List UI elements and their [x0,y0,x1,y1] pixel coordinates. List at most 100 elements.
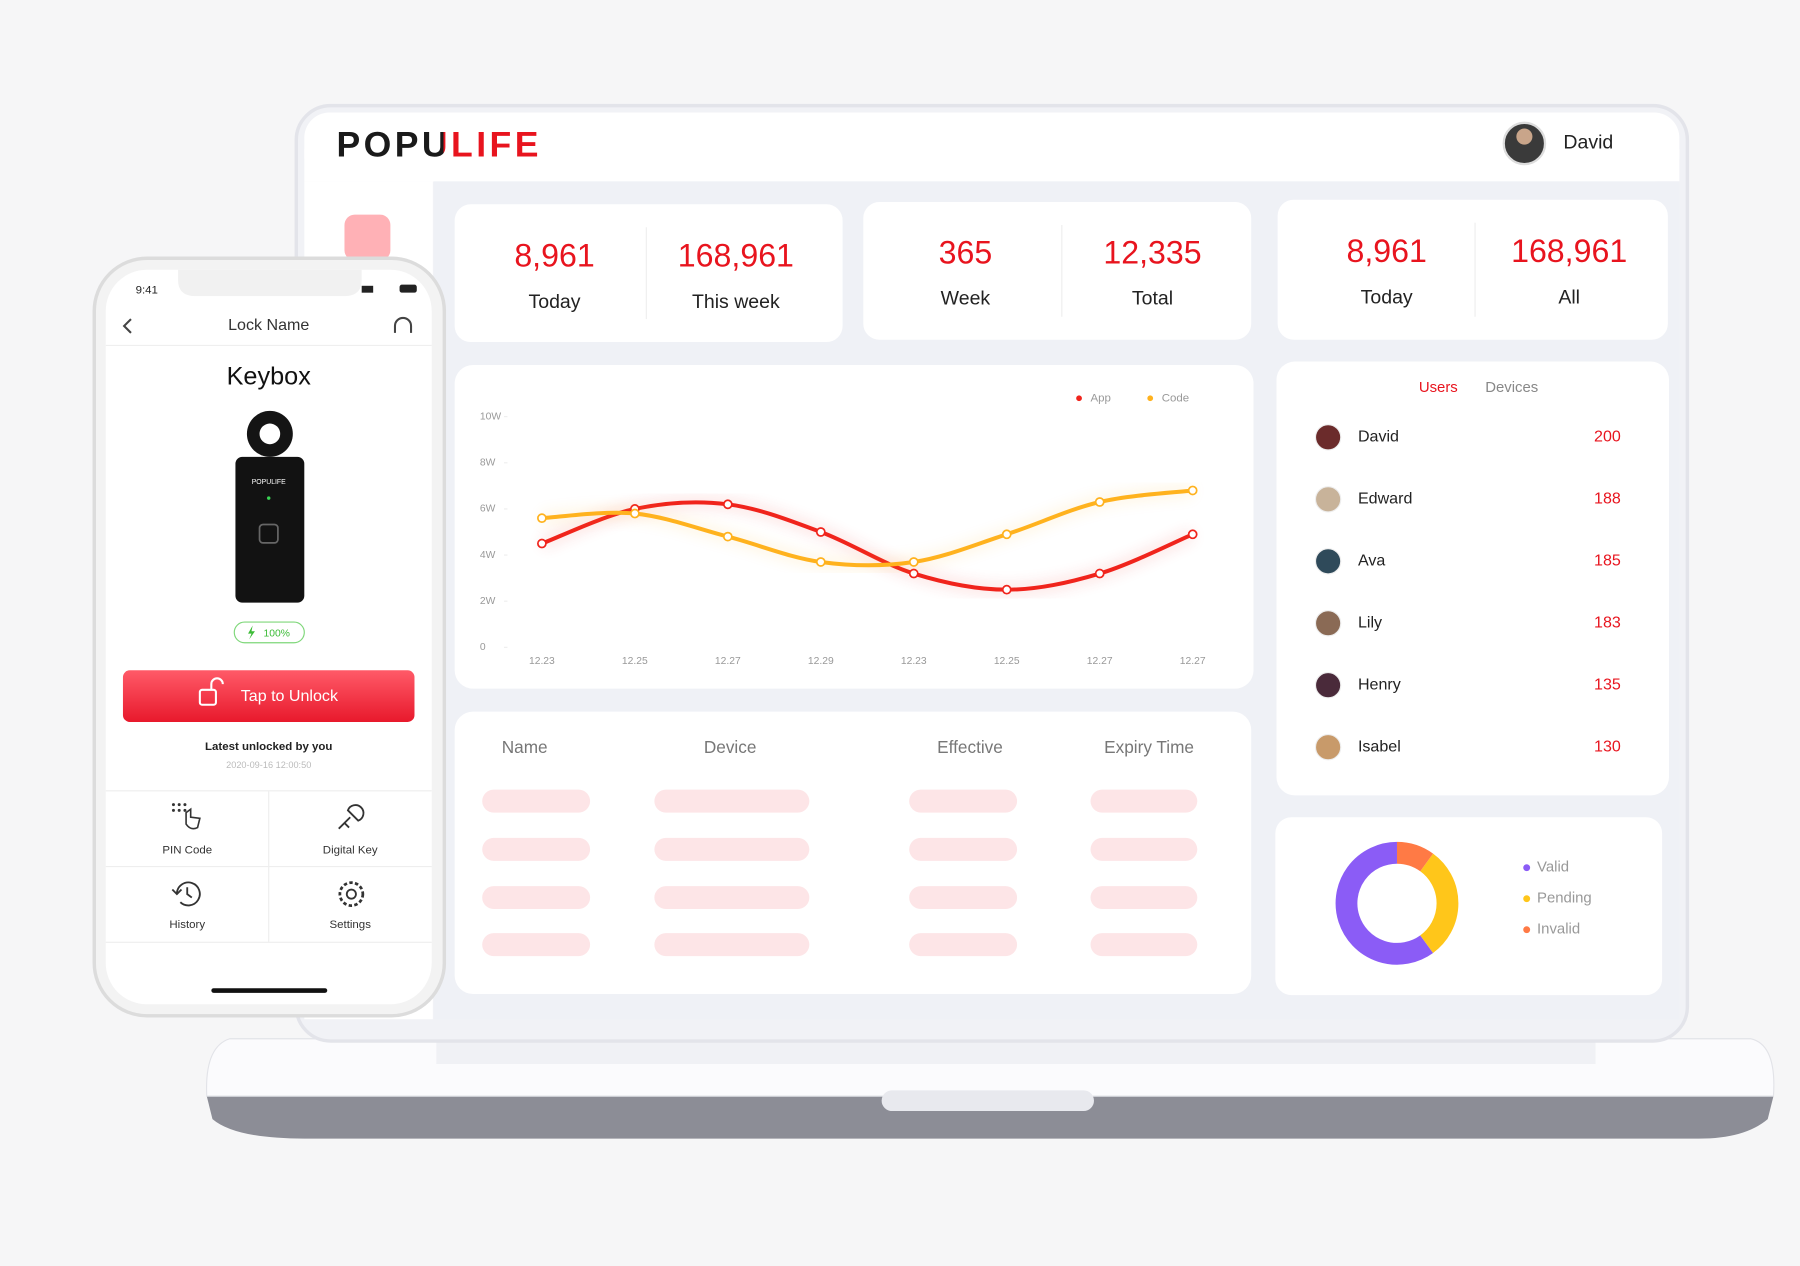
tab[interactable]: Users [1419,379,1458,396]
legend-dot [1523,895,1531,903]
placeholder-cell [909,886,1018,910]
back-button[interactable] [122,318,132,334]
unlock-icon-shackle [210,677,224,690]
placeholder-cell [654,789,810,813]
user-count: 185 [1594,552,1621,570]
stat-value: 12,335 [1103,234,1201,270]
point [1187,485,1198,496]
keybox-led [267,496,271,500]
menu-label[interactable]: Digital Key [323,845,378,857]
placeholder-cell [1090,886,1198,910]
stat-value: 168,961 [1511,233,1627,269]
chart-card [454,364,1254,689]
line [541,488,1193,568]
menu-label[interactable]: Settings [329,919,371,931]
avatar [1314,486,1342,513]
user-name: Henry [1358,675,1401,693]
sidebar-item[interactable] [344,214,391,261]
point [1094,568,1105,579]
legend-label: App [1091,392,1111,404]
keybox-hole [259,423,281,445]
column-header: Effective [937,737,1003,757]
battery-bolt [248,625,255,640]
tab[interactable]: Devices [1485,379,1538,396]
legend-dot [1147,395,1154,402]
point [722,499,733,510]
avatar [1314,734,1342,761]
placeholder-cell [1090,789,1198,813]
y-tick-label: 10W [480,411,501,422]
support-icon[interactable] [393,316,413,333]
y-tick-label: 8W [480,458,496,469]
pin-icon [171,803,201,830]
user-name: David [1358,428,1399,446]
stat-value: 8,961 [514,238,594,274]
placeholder-cell [654,837,810,861]
point [1094,497,1105,507]
placeholder-cell [909,933,1018,957]
placeholder-cell [909,837,1018,861]
placeholder-cell [482,886,591,910]
stat-card [863,202,1252,340]
laptop-base [205,1038,1775,1139]
user-name[interactable]: David [1563,132,1613,154]
legend-dot [1523,926,1531,934]
x-tick-label: 12.25 [622,656,648,667]
top-bar-fill [304,149,1680,182]
notch [178,269,362,297]
placeholder-cell [482,837,591,861]
unlock-label[interactable]: Tap to Unlock [241,687,339,705]
column-header: Device [704,737,757,757]
donut-segment [1335,841,1434,965]
phone-header: Lock Name [228,316,309,334]
column-header: Expiry Time [1104,737,1194,757]
x-tick-label: 12.29 [808,656,834,667]
line-chart: 0 2W 4W 6W 8W 10W 12.23 12.25 12.27 12.29 12.23 12.… [480,392,1206,667]
user-count: 188 [1594,490,1621,508]
menu-label[interactable]: PIN Code [162,845,212,857]
legend-dot [1076,395,1082,402]
user-name: Lily [1358,613,1382,631]
device-name: Keybox [227,362,312,390]
legend-label: Pending [1537,890,1592,907]
unlock-button[interactable] [122,670,415,722]
stat-label: Today [528,291,580,313]
status-time: 9:41 [136,284,158,296]
home-indicator [211,988,328,993]
settings-icon-core [345,888,357,900]
legend-label: Valid [1537,859,1569,876]
signal-icon [361,285,374,293]
menu-label[interactable]: History [169,919,205,931]
avatar [1314,548,1342,575]
stat-card [454,204,843,343]
point [908,568,919,579]
history-icon [171,881,201,907]
legend-label: Code [1162,392,1189,404]
legend-dot [1523,864,1531,872]
placeholder-cell [1090,933,1198,957]
stat-label: Total [1132,288,1173,310]
keybox-sensor [258,523,279,544]
x-tick-label: 12.25 [994,656,1020,667]
phone: 9:41 Lock Name Keybox POPULIFE 100% Tap … [92,256,447,1018]
avatar [1314,424,1342,451]
y-tick-label: 0 [480,642,486,653]
latest-timestamp: 2020-09-16 12:00:50 [226,760,311,770]
placeholder-cell [909,789,1018,813]
x-tick-label: 12.23 [901,656,927,667]
user-avatar-face [1516,128,1533,145]
unlock-icon [198,688,217,706]
placeholder-cell [1090,837,1198,861]
avatar [1314,672,1342,699]
ranking: Users Devices David 200 Edward 188 Ava 185 Lily 1… [1314,379,1621,761]
placeholder-cell [654,933,810,957]
stat-label: This week [692,291,780,313]
x-tick-label: 12.23 [529,656,555,667]
latest-unlock: Latest unlocked by you [205,741,332,753]
x-tick-label: 12.27 [1087,656,1113,667]
ranking-card [1276,361,1670,796]
table: Name Device Effective Expiry Time [482,737,1198,957]
keybox-logo: POPULIFE [252,479,286,486]
x-tick-label: 12.27 [1180,656,1206,667]
